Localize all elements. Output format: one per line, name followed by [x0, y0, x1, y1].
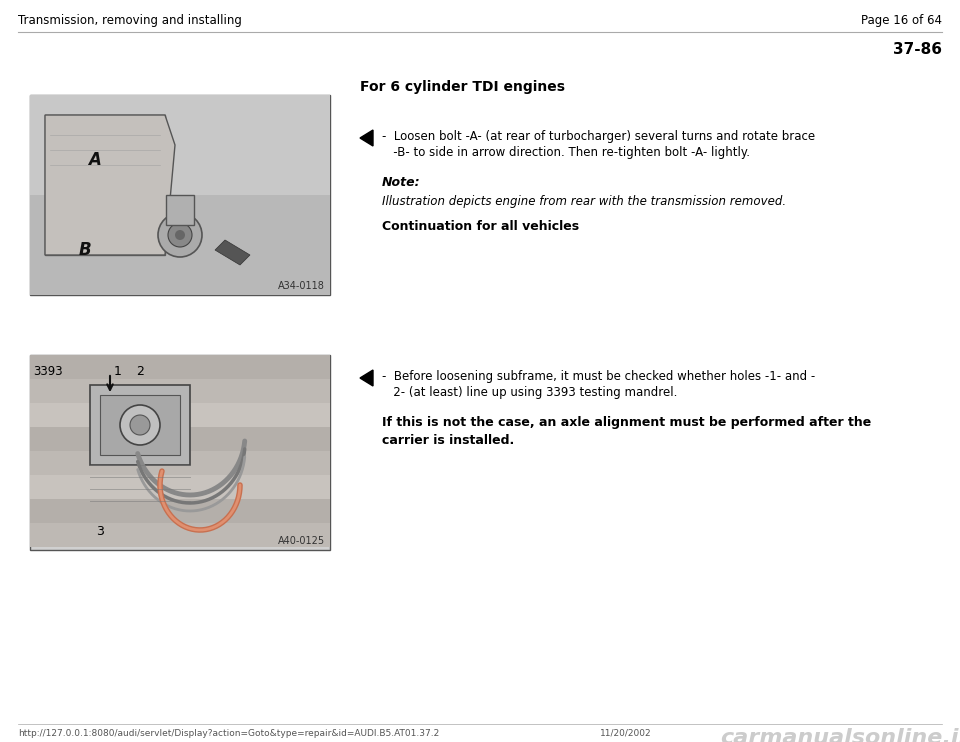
Bar — [30, 451, 330, 475]
Text: 3393: 3393 — [33, 365, 62, 378]
Bar — [30, 95, 330, 295]
Bar — [100, 395, 180, 455]
Bar — [30, 475, 330, 499]
Polygon shape — [45, 115, 175, 255]
Bar — [30, 95, 330, 195]
Text: 1: 1 — [114, 365, 122, 378]
Text: Transmission, removing and installing: Transmission, removing and installing — [18, 14, 242, 27]
Circle shape — [120, 405, 160, 445]
Text: 37-86: 37-86 — [893, 42, 942, 57]
Bar — [45, 115, 165, 255]
Text: A34-0118: A34-0118 — [278, 281, 325, 291]
Bar — [30, 195, 330, 295]
Text: A40-0125: A40-0125 — [277, 536, 325, 546]
Text: 2: 2 — [136, 365, 144, 378]
Text: carmanualsonline.info: carmanualsonline.info — [720, 728, 960, 742]
Bar — [30, 499, 330, 523]
Polygon shape — [215, 240, 250, 265]
Bar — [30, 523, 330, 547]
Text: Illustration depicts engine from rear with the transmission removed.: Illustration depicts engine from rear wi… — [382, 195, 786, 208]
Text: -B- to side in arrow direction. Then re-tighten bolt -A- lightly.: -B- to side in arrow direction. Then re-… — [382, 146, 750, 159]
Text: http://127.0.0.1:8080/audi/servlet/Display?action=Goto&type=repair&id=AUDI.B5.AT: http://127.0.0.1:8080/audi/servlet/Displ… — [18, 729, 440, 738]
Bar — [30, 403, 330, 427]
Text: -  Before loosening subframe, it must be checked whether holes -1- and -: - Before loosening subframe, it must be … — [382, 370, 815, 383]
Circle shape — [175, 230, 185, 240]
Bar — [50, 125, 150, 225]
Circle shape — [168, 223, 192, 247]
Bar — [30, 355, 330, 379]
Bar — [30, 355, 330, 550]
Text: Page 16 of 64: Page 16 of 64 — [861, 14, 942, 27]
Bar — [90, 385, 190, 465]
Text: 2- (at least) line up using 3393 testing mandrel.: 2- (at least) line up using 3393 testing… — [382, 386, 678, 399]
Text: -  Loosen bolt -A- (at rear of turbocharger) several turns and rotate brace: - Loosen bolt -A- (at rear of turbocharg… — [382, 130, 815, 143]
Circle shape — [158, 213, 202, 257]
Bar — [30, 379, 330, 403]
Polygon shape — [360, 370, 373, 386]
Text: 3: 3 — [96, 525, 104, 538]
Circle shape — [130, 415, 150, 435]
Text: If this is not the case, an axle alignment must be performed after the: If this is not the case, an axle alignme… — [382, 416, 872, 429]
Polygon shape — [360, 130, 373, 146]
Text: B: B — [79, 241, 91, 259]
Text: carrier is installed.: carrier is installed. — [382, 434, 515, 447]
Text: Note:: Note: — [382, 176, 420, 189]
Text: 11/20/2002: 11/20/2002 — [600, 729, 652, 738]
Text: For 6 cylinder TDI engines: For 6 cylinder TDI engines — [360, 80, 565, 94]
Text: Continuation for all vehicles: Continuation for all vehicles — [382, 220, 579, 233]
Text: A: A — [88, 151, 102, 169]
Bar — [30, 427, 330, 451]
Bar — [166, 195, 194, 225]
